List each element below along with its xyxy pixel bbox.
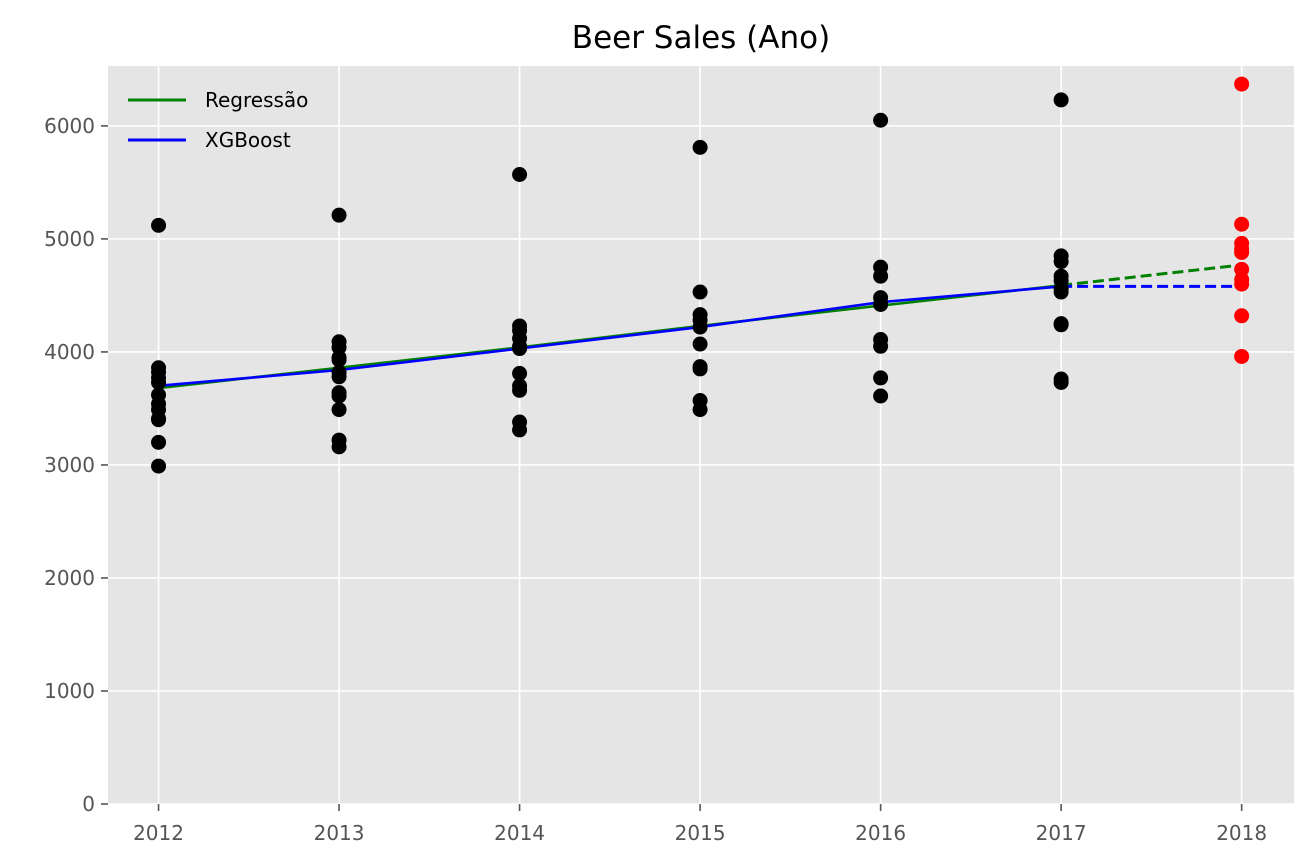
x-tick-label: 2013 (314, 821, 365, 845)
actual-point (692, 361, 708, 377)
actual-point (151, 374, 167, 390)
grid (108, 66, 1294, 805)
actual-point (331, 402, 347, 418)
y-tick-label: 2000 (44, 566, 95, 590)
actual-point (512, 341, 528, 357)
actual-point (873, 296, 889, 312)
actual-point (512, 382, 528, 398)
actual-point (692, 319, 708, 335)
actual-point (331, 207, 347, 223)
actual-point (692, 284, 708, 300)
y-tick-label: 4000 (44, 340, 95, 364)
actual-point (151, 412, 167, 428)
x-tick-label: 2018 (1216, 821, 1267, 845)
y-tick-label: 5000 (44, 227, 95, 251)
actual-point (331, 352, 347, 368)
actual-point (873, 268, 889, 284)
actual-point (331, 388, 347, 404)
actual-point (692, 336, 708, 352)
y-axis: 0 1000 2000 3000 4000 5000 6000 (44, 114, 108, 816)
fit-lines (158, 263, 1242, 390)
legend-label: Regressão (205, 88, 308, 112)
y-tick-label: 1000 (44, 679, 95, 703)
forecast-point (1234, 308, 1250, 324)
x-tick-label: 2015 (675, 821, 726, 845)
actual-point (873, 388, 889, 404)
actual-point (873, 338, 889, 354)
x-tick-label: 2016 (855, 821, 906, 845)
actual-point (1053, 284, 1069, 300)
x-tick-label: 2012 (133, 821, 184, 845)
actual-point (331, 439, 347, 455)
actual-point (512, 422, 528, 438)
x-axis: 2012 2013 2014 2015 2016 2017 2018 (133, 804, 1267, 845)
y-tick-label: 3000 (44, 453, 95, 477)
xgboost-line (158, 285, 1062, 388)
actual-point (873, 112, 889, 128)
actual-point (1053, 317, 1069, 333)
regression-forecast-line (1060, 263, 1242, 287)
actual-point (151, 217, 167, 233)
actual-point (692, 139, 708, 155)
forecast-point (1234, 276, 1250, 292)
y-tick-label: 0 (82, 792, 95, 816)
legend-label: XGBoost (205, 128, 291, 152)
x-tick-label: 2017 (1036, 821, 1087, 845)
forecast-point (1234, 216, 1250, 232)
x-tick-label: 2014 (494, 821, 545, 845)
actual-point (692, 402, 708, 418)
actual-point (331, 369, 347, 385)
chart-title: Beer Sales (Ano) (572, 20, 830, 56)
data-points (151, 76, 1250, 474)
actual-point (151, 458, 167, 474)
actual-point (1053, 92, 1069, 108)
actual-point (151, 434, 167, 450)
forecast-point (1234, 244, 1250, 260)
actual-point (512, 365, 528, 381)
actual-point (512, 166, 528, 182)
actual-point (873, 370, 889, 386)
forecast-point (1234, 348, 1250, 364)
actual-point (1053, 254, 1069, 270)
plot-area (108, 66, 1294, 804)
forecast-point (1234, 76, 1250, 92)
legend: Regressão XGBoost (128, 88, 308, 152)
y-tick-label: 6000 (44, 114, 95, 138)
actual-point (1053, 374, 1069, 390)
